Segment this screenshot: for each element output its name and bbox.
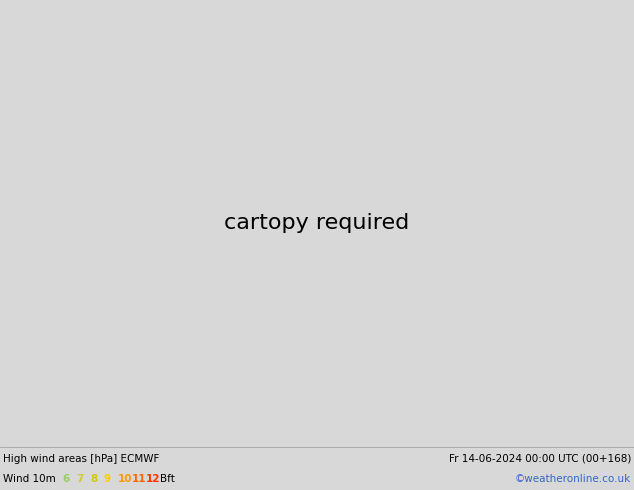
Text: cartopy required: cartopy required <box>224 214 410 233</box>
Text: ©weatheronline.co.uk: ©weatheronline.co.uk <box>515 474 631 484</box>
Text: 10: 10 <box>118 474 133 484</box>
Text: High wind areas [hPa] ECMWF: High wind areas [hPa] ECMWF <box>3 454 159 464</box>
Text: Fr 14-06-2024 00:00 UTC (00+168): Fr 14-06-2024 00:00 UTC (00+168) <box>449 454 631 464</box>
Text: Wind 10m: Wind 10m <box>3 474 56 484</box>
Text: 8: 8 <box>90 474 97 484</box>
Text: 9: 9 <box>104 474 111 484</box>
Text: 6: 6 <box>62 474 69 484</box>
Text: Bft: Bft <box>160 474 175 484</box>
Text: 11: 11 <box>132 474 146 484</box>
Text: 7: 7 <box>76 474 84 484</box>
Text: 12: 12 <box>146 474 160 484</box>
